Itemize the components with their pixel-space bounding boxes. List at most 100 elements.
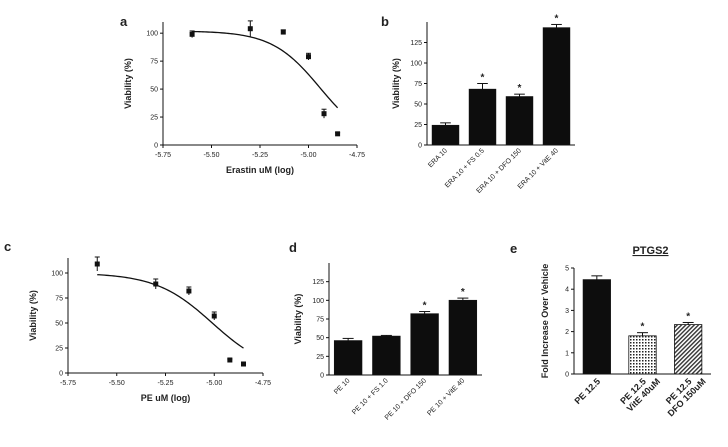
bar [582, 279, 611, 375]
y-tick-label: 75 [414, 81, 422, 88]
y-axis-label: Fold Increase Over Vehicle [540, 264, 550, 379]
y-tick-label: 1 [565, 350, 569, 357]
y-tick-label: 75 [150, 59, 158, 66]
data-point [186, 288, 192, 294]
x-tick-label: -5.75 [60, 380, 76, 387]
chart-title: PTGS2 [632, 245, 668, 257]
y-tick-label: 3 [565, 308, 569, 315]
x-tick-label: -4.75 [255, 380, 271, 387]
category-label: ERA 10 [427, 147, 449, 169]
category-label-line: PE 12.5 [573, 376, 603, 406]
y-tick-label: 75 [55, 296, 63, 303]
significance-marker: * [555, 13, 559, 24]
x-tick-label: -5.50 [109, 380, 125, 387]
category-label: ERA 10 + VitE 40 [517, 147, 560, 190]
category-label: PE 12.5VitE 40uM [618, 369, 662, 413]
data-point [241, 361, 246, 367]
y-tick-label: 100 [146, 31, 158, 38]
significance-marker: * [423, 301, 427, 312]
y-tick-label: 25 [55, 346, 63, 353]
panel-a: a Viability (%) 0 25 50 75 100 -5.75 -5.50 -5.25 -… [120, 14, 365, 175]
x-axis-label: Erastin uM (log) [226, 165, 294, 175]
y-axis-label: Viability (%) [391, 58, 401, 109]
category-label: PE 10 + FS 1.0 [351, 377, 390, 416]
x-axis-label: PE uM (log) [141, 393, 191, 403]
panel-letter: b [381, 14, 389, 29]
bar [372, 335, 401, 376]
bar [448, 299, 478, 376]
y-tick-label: 50 [316, 335, 324, 342]
bar [542, 27, 571, 146]
data-point [306, 54, 311, 60]
bar [628, 335, 657, 375]
y-tick-label: 25 [150, 115, 158, 122]
panel-e: e PTGS2 Fold Increase Over Vehicle 0 1 2 3 4 5 PE… [510, 241, 711, 418]
category-label: PE 10 + DFO 150 [384, 377, 428, 421]
category-label: PE 12.5DFO 150uM [659, 369, 708, 418]
bar [674, 324, 703, 375]
data-point [247, 26, 253, 32]
y-tick-label: 0 [59, 371, 63, 378]
y-tick-label: 4 [565, 287, 569, 294]
fit-curve [192, 30, 339, 109]
data-point [211, 313, 217, 319]
y-tick-label: 25 [316, 354, 324, 361]
y-tick-label: 50 [55, 321, 63, 328]
y-tick-label: 75 [316, 317, 324, 324]
x-tick-label: -5.75 [155, 152, 171, 159]
y-tick-label: 2 [565, 329, 569, 336]
data-point [280, 29, 286, 35]
data-point [189, 31, 195, 37]
panel-letter: d [289, 240, 297, 255]
panel-c: c Viability (%) 0 25 50 75 100 -5.75 -5.50 -5.25 -… [4, 239, 271, 403]
y-tick-label: 50 [414, 102, 422, 109]
y-axis-label: Viability (%) [293, 294, 303, 345]
x-tick-label: -4.75 [349, 152, 365, 159]
data-point [335, 131, 341, 137]
data-point [227, 357, 233, 363]
y-tick-label: 100 [51, 271, 63, 278]
bar [468, 88, 497, 146]
y-tick-label: 0 [418, 143, 422, 150]
y-tick-label: 0 [320, 373, 324, 380]
panel-b: b Viability (%) 0 25 50 75 100 125 ERA 10 * ERA 10… [381, 13, 575, 195]
significance-marker: * [481, 73, 485, 84]
bar [431, 124, 460, 146]
y-tick-label: 100 [312, 298, 324, 305]
x-tick-label: -5.25 [158, 380, 174, 387]
y-axis-label: Viability (%) [28, 290, 38, 341]
data-point [94, 261, 100, 267]
bar [410, 313, 439, 376]
panel-letter: a [120, 14, 128, 29]
panel-letter: c [4, 239, 11, 254]
y-tick-label: 0 [565, 372, 569, 379]
significance-marker: * [518, 83, 522, 94]
data-point [321, 111, 327, 117]
x-tick-label: -5.00 [206, 380, 222, 387]
y-tick-label: 100 [410, 61, 422, 68]
category-label: PE 12.5 [573, 376, 603, 406]
category-label: PE 10 [333, 377, 352, 396]
fit-curve [97, 274, 244, 349]
y-tick-label: 125 [312, 279, 324, 286]
x-tick-label: -5.25 [252, 152, 268, 159]
y-tick-label: 25 [414, 122, 422, 129]
bar [505, 96, 534, 146]
category-label: ERA 10 + FS 0.5 [444, 147, 486, 189]
y-tick-label: 125 [410, 40, 422, 47]
category-label: PE 10 + VitE 40 [426, 377, 466, 417]
significance-marker: * [641, 322, 645, 333]
bar [333, 340, 363, 376]
y-tick-label: 0 [154, 143, 158, 150]
y-tick-label: 5 [565, 266, 569, 273]
significance-marker: * [686, 311, 690, 322]
panel-letter: e [510, 241, 517, 256]
y-axis-label: Viability (%) [123, 58, 133, 109]
y-tick-label: 50 [150, 87, 158, 94]
data-point [153, 281, 159, 287]
x-tick-label: -5.50 [204, 152, 220, 159]
x-tick-label: -5.00 [301, 152, 317, 159]
significance-marker: * [461, 287, 465, 298]
